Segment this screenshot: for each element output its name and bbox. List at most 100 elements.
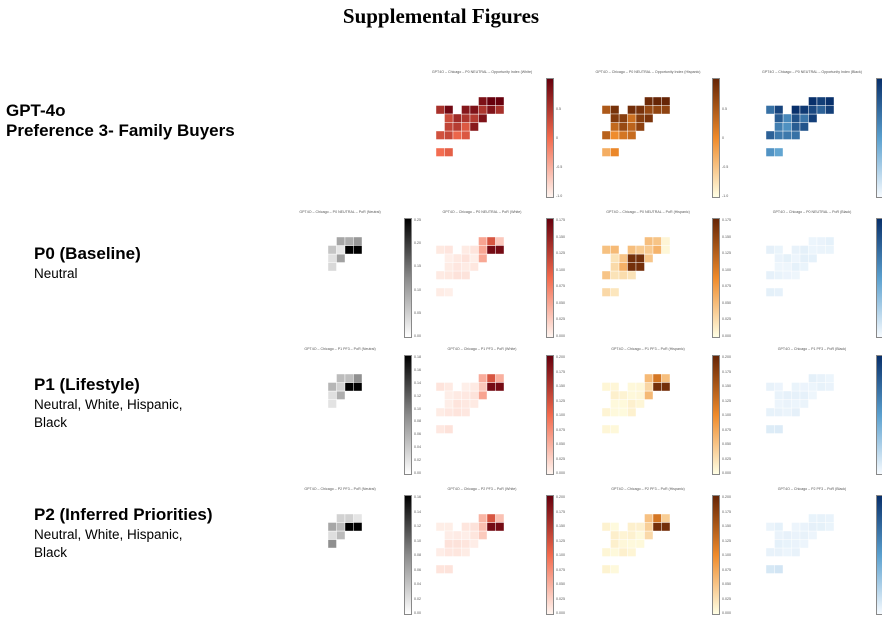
colorbar-tick-label: 0.000 (556, 611, 565, 615)
map-tract (495, 96, 505, 106)
colorbar-tick-label: 0.075 (556, 567, 565, 572)
map-tract (627, 113, 637, 123)
map-tract (353, 382, 363, 392)
map-tract (452, 122, 462, 132)
map-tract (799, 530, 809, 540)
map-tract (661, 236, 671, 246)
colorbar (876, 218, 882, 338)
colorbar-tick-label: 0.12 (414, 393, 421, 398)
map-tract (435, 287, 445, 297)
map-tract (495, 373, 505, 383)
map-tract (444, 122, 454, 132)
map-tract (461, 547, 471, 557)
map-tract (799, 382, 809, 392)
colorbar (876, 495, 882, 615)
map-tract (336, 382, 346, 392)
page-title: Supplemental Figures (342, 4, 540, 28)
panel-title: GPT4O – Chicago – P2 PF3 – PoR (Neutral) (304, 487, 376, 491)
panel-title: GPT4O – Chicago – P0 NEUTRAL – PoR (Whit… (442, 210, 522, 214)
map-tract (444, 262, 454, 272)
map-tract (635, 382, 645, 392)
colorbar-tick-label: 0.10 (414, 287, 421, 292)
map-tract (791, 270, 801, 280)
map-tract (774, 424, 784, 434)
colorbar (546, 78, 554, 198)
map-tract (478, 96, 488, 106)
map-tract (601, 382, 611, 392)
map-tract (610, 287, 620, 297)
map-tract (610, 122, 620, 132)
colorbar-tick-label: 0.075 (556, 427, 565, 432)
map-tract (644, 236, 654, 246)
map-tract (627, 262, 637, 272)
map-tract (816, 382, 826, 392)
map-tract (782, 113, 792, 123)
map-tract (469, 539, 479, 549)
map-tract (791, 113, 801, 123)
map-tract (644, 113, 654, 123)
map-tract (774, 262, 784, 272)
colorbar-tick-label: 0 (722, 136, 724, 140)
map-tract (495, 105, 505, 115)
colorbar-tick-label: 0.075 (722, 427, 731, 432)
map-tract (782, 539, 792, 549)
map-tract (627, 407, 637, 417)
map-tract (461, 105, 471, 115)
map-tract (816, 373, 826, 383)
map-tract (661, 245, 671, 255)
map-tract (444, 105, 454, 115)
map-tract (816, 245, 826, 255)
map-tract (765, 424, 775, 434)
map-tract (461, 253, 471, 263)
map-tract (618, 113, 628, 123)
map-tract (774, 547, 784, 557)
colorbar-tick-label: 0.025 (722, 456, 731, 461)
map-tract (791, 253, 801, 263)
colorbar-tick-label: -0.5 (722, 165, 729, 169)
map-tract (486, 236, 496, 246)
map-tract (610, 539, 620, 549)
row-subtitle: Black (34, 415, 68, 430)
map-tract (610, 105, 620, 115)
panel-title: GPT4O – Chicago – P0 NEUTRAL – PoR (Blac… (772, 210, 852, 214)
map-tract (644, 522, 654, 532)
map-tract (469, 105, 479, 115)
colorbar-ticks: 0.175 0.150 0.125 0.100 0.075 0.050 0.025 0.000 (722, 218, 738, 338)
map-tract (610, 522, 620, 532)
map-panel-opportunity-black: GPT4O – Chicago – P0 NEUTRAL – Opportuni… (748, 70, 882, 202)
map-tract (774, 399, 784, 409)
map-tract (799, 122, 809, 132)
preference-label: Preference 3- Family Buyers (6, 121, 235, 140)
choropleth-map (765, 96, 835, 157)
map-tract (444, 147, 454, 157)
map-tract (601, 522, 611, 532)
map-tract (601, 270, 611, 280)
map-tract (816, 236, 826, 246)
map-tract (353, 522, 363, 532)
map-tract (808, 236, 818, 246)
colorbar-tick-label: -1.0 (556, 194, 563, 198)
colorbar-tick-label: -0.5 (556, 165, 563, 169)
colorbar (546, 218, 554, 338)
map-tract (627, 130, 637, 140)
colorbar-tick-label: 0.125 (722, 398, 731, 403)
map-tract (774, 390, 784, 400)
map-tract (469, 530, 479, 540)
colorbar-tick-label: 0.20 (414, 241, 421, 246)
model-label: GPT-4o (6, 101, 66, 120)
map-tract (344, 513, 354, 523)
map-tract (816, 105, 826, 115)
map-tract (495, 513, 505, 523)
colorbar-tick-label: 0.050 (556, 300, 565, 305)
colorbar-tick-label: 0.025 (722, 596, 731, 601)
map-tract (444, 539, 454, 549)
map-tract (791, 245, 801, 255)
map-tract (601, 407, 611, 417)
map-panel-opportunity-hispanic: GPT4O – Chicago – P0 NEUTRAL – Opportuni… (584, 70, 738, 202)
colorbar-tick-label: 0.175 (556, 218, 565, 222)
colorbar-tick-label: 0.075 (722, 567, 731, 572)
map-tract (444, 113, 454, 123)
map-tract (486, 373, 496, 383)
map-tract (444, 245, 454, 255)
colorbar-tick-label: 0.02 (414, 596, 421, 601)
